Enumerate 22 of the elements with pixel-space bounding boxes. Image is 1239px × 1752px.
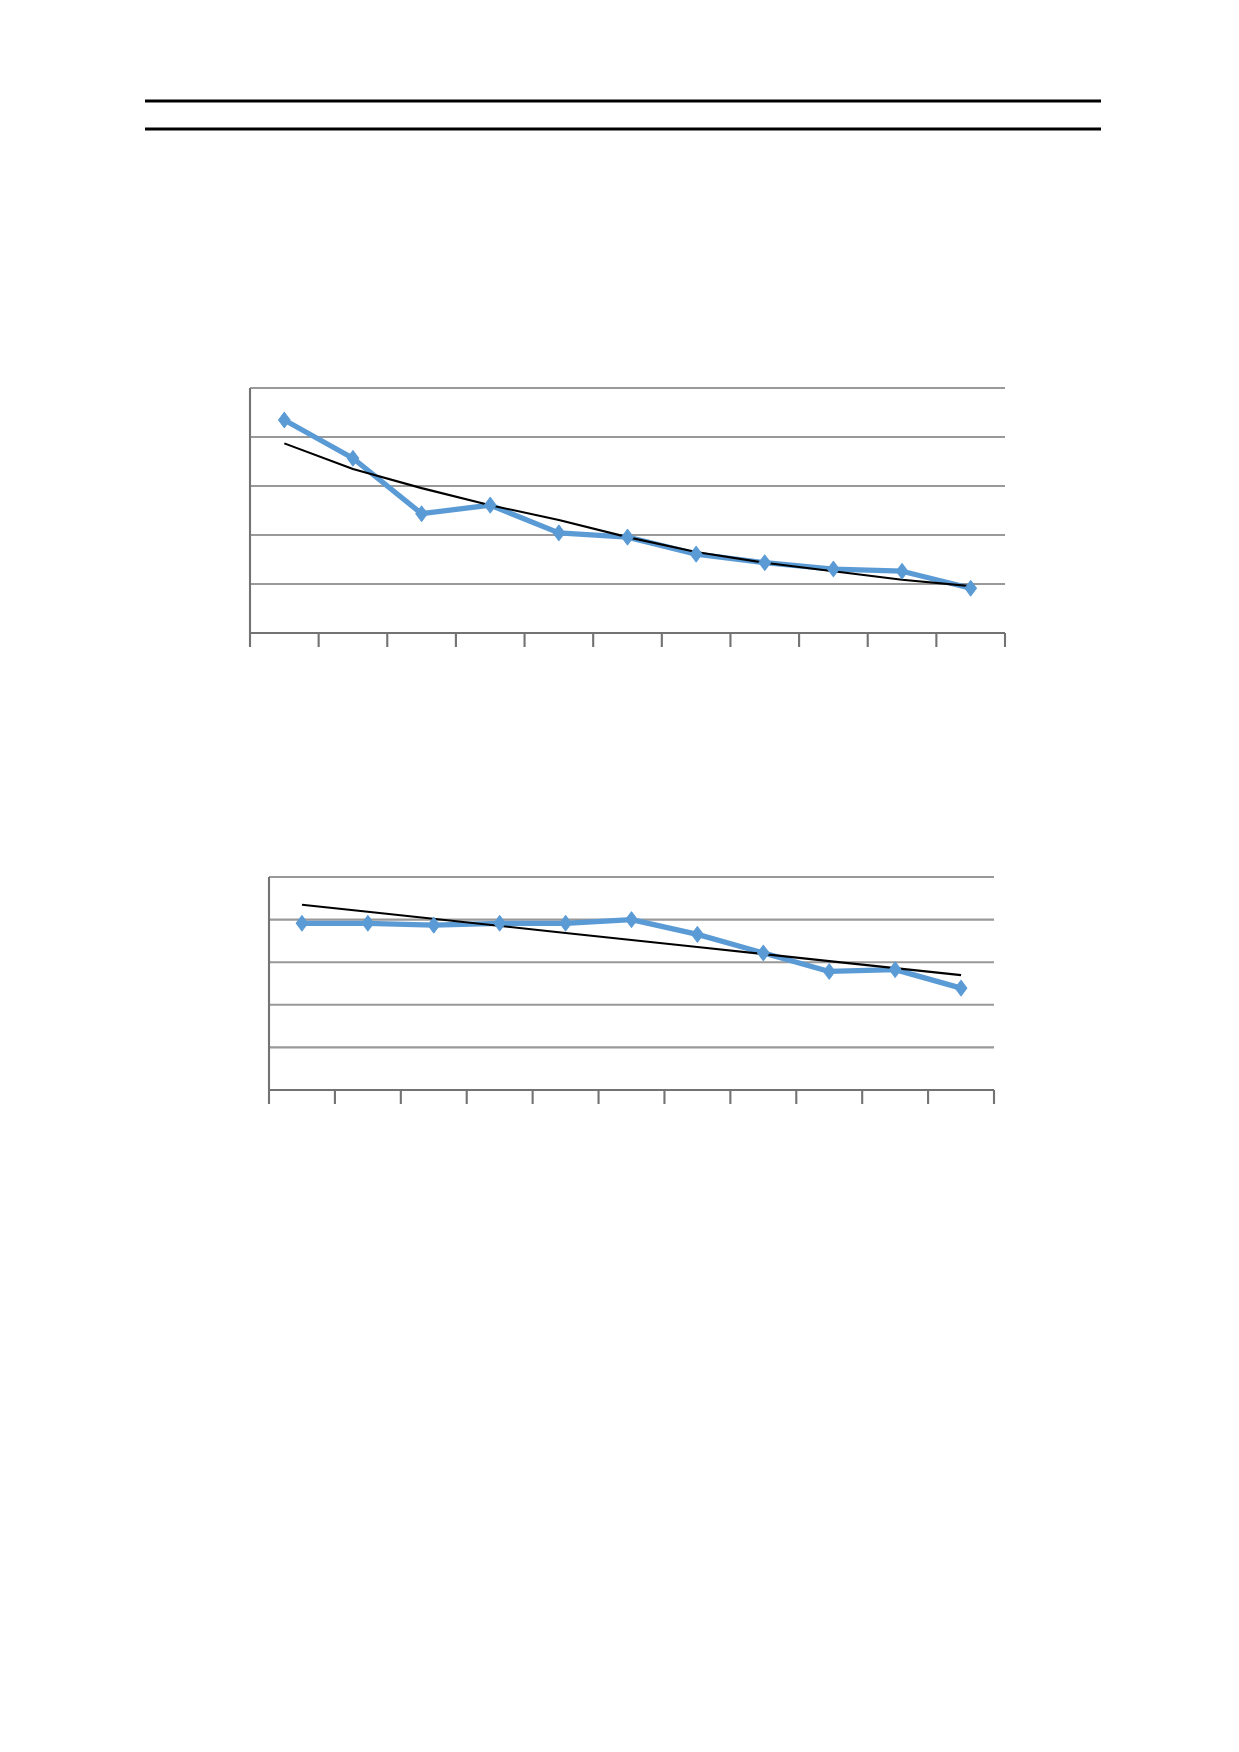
point	[954, 979, 968, 997]
point	[822, 963, 836, 980]
point	[689, 545, 703, 563]
point	[621, 528, 634, 546]
point	[278, 411, 291, 429]
point	[361, 915, 375, 932]
point	[346, 450, 360, 467]
point	[756, 944, 770, 962]
point	[415, 505, 428, 522]
point	[559, 915, 572, 932]
point	[758, 554, 772, 571]
point	[493, 915, 507, 932]
point	[827, 560, 840, 578]
point	[427, 916, 441, 934]
point	[691, 926, 704, 943]
point	[895, 562, 909, 580]
point	[625, 911, 638, 928]
point	[552, 524, 566, 542]
point	[483, 496, 497, 514]
point	[295, 915, 309, 932]
point	[888, 961, 902, 978]
point	[964, 579, 978, 597]
